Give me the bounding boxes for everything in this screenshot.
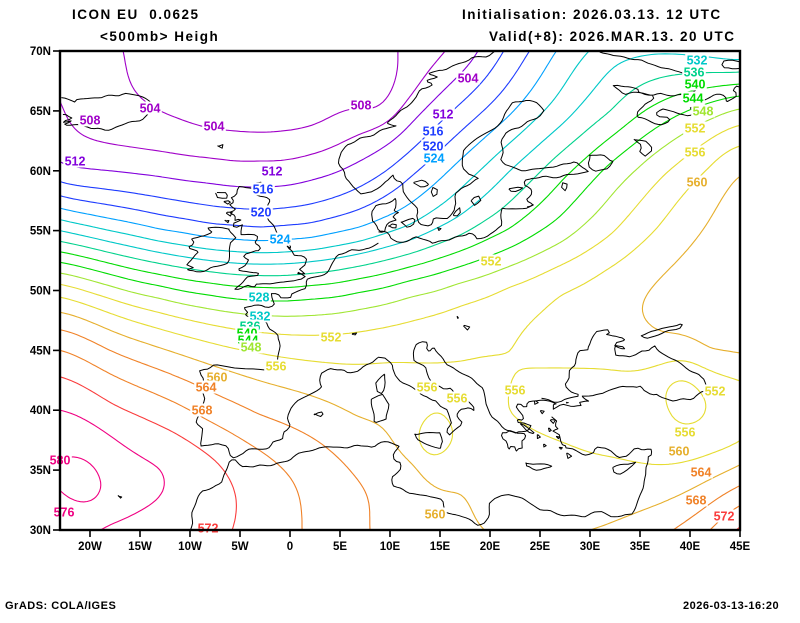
svg-text:10W: 10W [178, 541, 202, 553]
svg-text:45E: 45E [730, 541, 751, 553]
svg-text:524: 524 [424, 152, 445, 166]
svg-text:548: 548 [693, 105, 714, 119]
svg-text:520: 520 [251, 206, 272, 220]
svg-text:35E: 35E [630, 541, 651, 553]
svg-text:548: 548 [241, 341, 262, 355]
svg-text:556: 556 [447, 392, 468, 406]
svg-text:50N: 50N [30, 286, 51, 298]
svg-text:572: 572 [714, 510, 735, 524]
svg-text:560: 560 [687, 176, 708, 190]
svg-text:552: 552 [685, 122, 706, 136]
svg-text:560: 560 [669, 445, 690, 459]
svg-text:512: 512 [433, 108, 454, 122]
svg-text:544: 544 [683, 92, 704, 106]
svg-text:30N: 30N [30, 525, 51, 537]
svg-text:572: 572 [198, 522, 219, 536]
svg-text:576: 576 [54, 506, 75, 520]
svg-text:512: 512 [262, 165, 283, 179]
svg-text:516: 516 [253, 183, 274, 197]
svg-text:15E: 15E [430, 541, 451, 553]
svg-text:504: 504 [140, 102, 161, 116]
svg-text:528: 528 [249, 291, 270, 305]
svg-text:15W: 15W [128, 541, 152, 553]
svg-text:504: 504 [458, 72, 479, 86]
svg-text:55N: 55N [30, 226, 51, 238]
svg-text:45N: 45N [30, 345, 51, 357]
svg-text:556: 556 [266, 360, 287, 374]
svg-text:532: 532 [687, 54, 708, 68]
svg-text:40E: 40E [680, 541, 701, 553]
svg-text:10E: 10E [380, 541, 401, 553]
svg-text:20W: 20W [78, 541, 102, 553]
svg-text:556: 556 [675, 426, 696, 440]
svg-text:70N: 70N [30, 46, 51, 58]
svg-text:40N: 40N [30, 405, 51, 417]
svg-text:508: 508 [80, 114, 101, 128]
svg-text:65N: 65N [30, 106, 51, 118]
svg-text:504: 504 [204, 120, 225, 134]
svg-text:564: 564 [691, 466, 712, 480]
svg-text:556: 556 [417, 381, 438, 395]
svg-text:568: 568 [192, 404, 213, 418]
svg-text:5W: 5W [231, 541, 248, 553]
svg-text:536: 536 [684, 66, 705, 80]
svg-text:25E: 25E [530, 541, 551, 553]
svg-text:552: 552 [481, 255, 502, 269]
svg-text:568: 568 [686, 494, 707, 508]
svg-text:540: 540 [685, 78, 706, 92]
svg-text:35N: 35N [30, 465, 51, 477]
svg-text:5E: 5E [333, 541, 347, 553]
svg-text:552: 552 [705, 385, 726, 399]
svg-text:60N: 60N [30, 166, 51, 178]
svg-text:20E: 20E [480, 541, 501, 553]
svg-text:0: 0 [287, 541, 293, 553]
svg-text:30E: 30E [580, 541, 601, 553]
svg-text:564: 564 [196, 381, 217, 395]
svg-text:524: 524 [270, 233, 291, 247]
svg-text:508: 508 [351, 99, 372, 113]
svg-text:552: 552 [321, 331, 342, 345]
svg-text:560: 560 [425, 508, 446, 522]
svg-text:556: 556 [505, 384, 526, 398]
svg-text:516: 516 [423, 125, 444, 139]
svg-text:512: 512 [65, 155, 86, 169]
svg-text:556: 556 [685, 146, 706, 160]
svg-text:520: 520 [423, 140, 444, 154]
